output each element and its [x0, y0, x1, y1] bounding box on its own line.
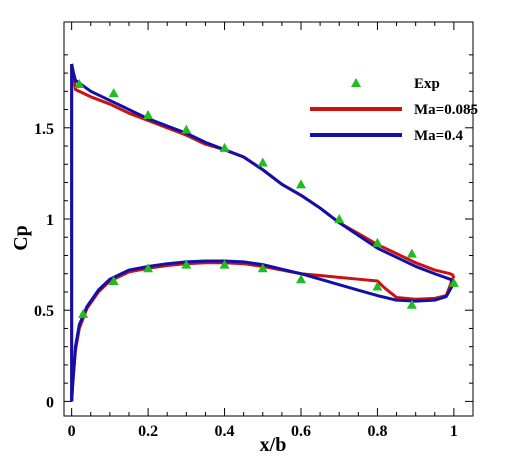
exp-data-point [372, 237, 383, 247]
legend-label: Exp [414, 76, 440, 92]
x-tick-label: 0.4 [215, 423, 235, 440]
exp-data-point [448, 277, 459, 287]
legend-entry: Ma=0.4 [310, 128, 463, 144]
series-ma-0-4-upper-line [70, 63, 455, 284]
legend-label: Ma=0.085 [414, 102, 478, 118]
exp-data-point [143, 263, 154, 273]
y-tick-label: 0.5 [34, 303, 54, 320]
legend-triangle-marker [351, 78, 361, 87]
exp-data-point [108, 88, 119, 98]
tick-labels: 0 0.2 0.4 0.6 0.8 1 0 0.5 1 1.5 [34, 121, 458, 440]
exp-data-point [372, 281, 383, 291]
exp-data-point [181, 259, 192, 269]
data-series [70, 63, 459, 402]
exp-data-point [108, 276, 119, 286]
x-tick-label: 1 [450, 423, 458, 440]
exp-data-point [295, 274, 306, 284]
exp-data-point [143, 110, 154, 120]
legend-entry: Ma=0.085 [310, 102, 478, 118]
x-tick-label: 0.8 [367, 423, 387, 440]
exp-data-point [334, 214, 345, 223]
series-ma-0-085-lower-line [70, 261, 456, 402]
axes-frame [63, 21, 474, 417]
exp-data-point [257, 263, 268, 273]
exp-data-point [257, 157, 268, 167]
legend: Exp Ma=0.085 Ma=0.4 [310, 76, 478, 144]
exp-data-point [78, 308, 89, 318]
x-axis-label: x/b [260, 434, 287, 456]
y-tick-label: 1.5 [34, 121, 54, 138]
axis-ticks [64, 22, 473, 416]
exp-data-point [406, 248, 417, 258]
plot-frame [63, 21, 474, 417]
x-tick-label: 0.6 [291, 423, 311, 440]
exp-data-point [219, 259, 230, 269]
x-tick-label: 0.2 [138, 423, 158, 440]
exp-data-point [181, 124, 192, 134]
series-ma-0-4-lower-line [70, 259, 456, 402]
legend-label: Ma=0.4 [414, 128, 463, 144]
exp-data-point [219, 142, 230, 152]
y-tick-label: 1 [46, 212, 54, 229]
x-tick-label: 0 [68, 423, 76, 440]
y-tick-label: 0 [46, 394, 54, 411]
legend-entry: Exp [351, 76, 440, 92]
exp-data-point [74, 79, 85, 89]
y-axis-label: Cp [10, 225, 32, 251]
exp-data-point [295, 179, 306, 189]
exp-data-point [406, 299, 417, 309]
